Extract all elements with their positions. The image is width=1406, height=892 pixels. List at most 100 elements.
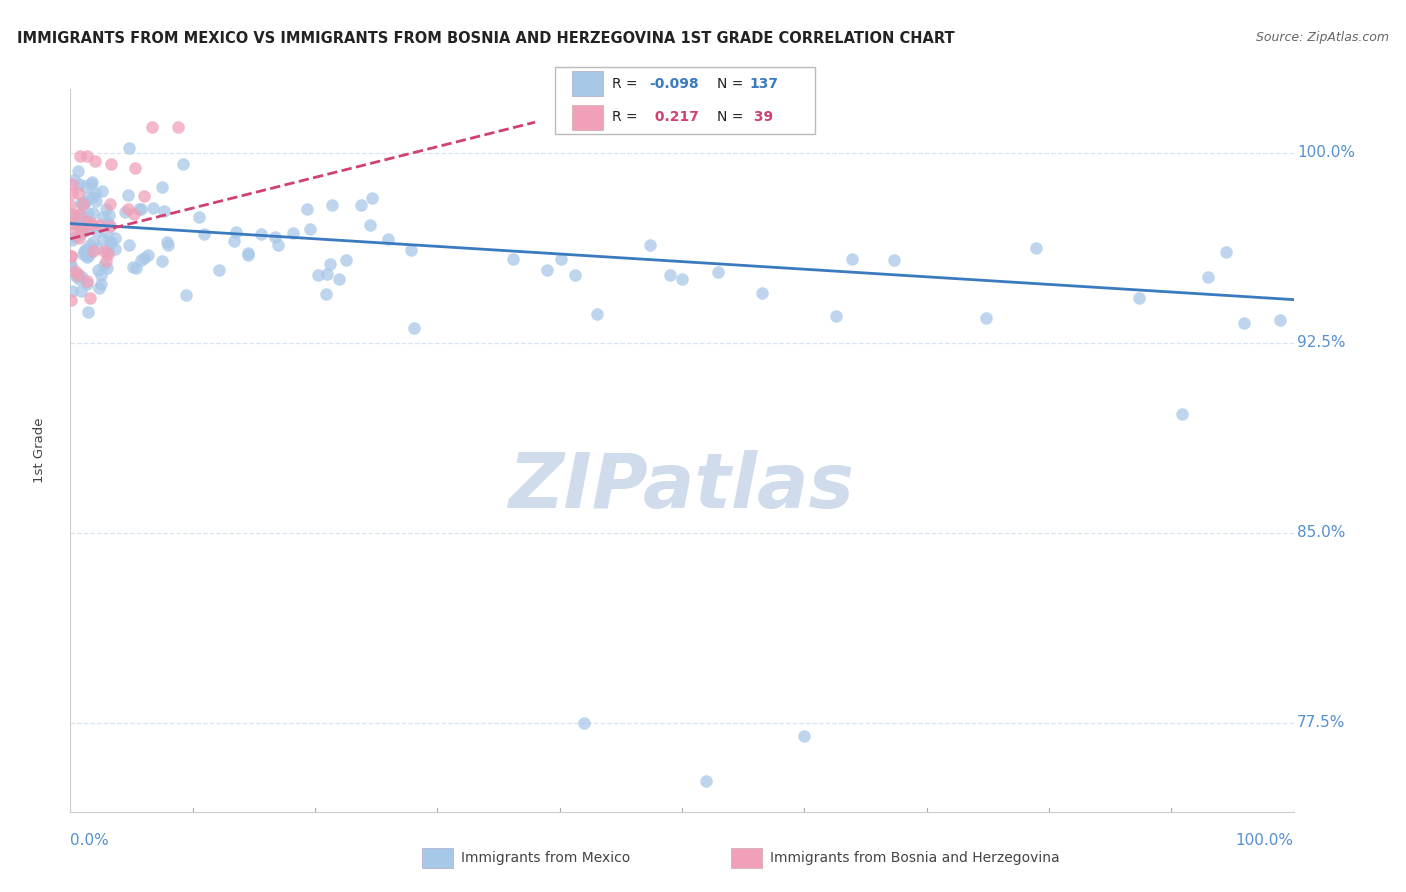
Point <box>98 196 121 211</box>
Point <box>188 210 211 224</box>
Point <box>359 218 381 232</box>
Point <box>82 190 104 204</box>
Point <box>638 238 661 252</box>
Text: 92.5%: 92.5% <box>1298 335 1346 351</box>
Point <box>249 227 271 242</box>
Text: 39: 39 <box>749 110 773 124</box>
Point <box>360 191 382 205</box>
Point <box>73 220 96 235</box>
Point <box>69 149 91 163</box>
Point <box>586 307 609 321</box>
Point <box>236 246 259 260</box>
Point <box>67 177 90 191</box>
Text: 137: 137 <box>749 77 779 91</box>
Point <box>90 277 112 291</box>
Point <box>658 268 681 282</box>
Point <box>224 235 246 249</box>
Point <box>70 209 93 223</box>
Point <box>59 293 82 308</box>
Text: R =: R = <box>612 110 641 124</box>
Point <box>75 195 97 210</box>
Point <box>77 305 100 319</box>
Point <box>59 258 82 272</box>
Point <box>63 223 86 237</box>
Point <box>76 274 98 288</box>
Point <box>267 237 290 252</box>
Text: -0.098: -0.098 <box>650 77 699 91</box>
Point <box>76 219 98 234</box>
Point <box>377 232 399 246</box>
Point <box>167 120 190 135</box>
Point <box>65 264 87 278</box>
Point <box>225 225 247 239</box>
Point <box>281 226 304 240</box>
Point <box>67 219 90 234</box>
Point <box>91 232 114 246</box>
Point <box>79 238 101 252</box>
Point <box>87 263 110 277</box>
Point <box>73 224 96 238</box>
Point <box>150 254 173 268</box>
Point <box>97 246 120 260</box>
Point <box>62 207 84 221</box>
Point <box>208 262 231 277</box>
Point <box>79 218 101 232</box>
Point <box>59 249 82 263</box>
Point <box>536 263 558 277</box>
Text: R =: R = <box>612 77 641 91</box>
Point <box>307 268 329 282</box>
Point <box>67 267 90 281</box>
Point <box>73 244 96 258</box>
Point <box>83 153 105 168</box>
Point <box>67 207 90 221</box>
Point <box>193 227 215 242</box>
Point <box>328 272 350 286</box>
Point <box>152 203 174 218</box>
Text: 100.0%: 100.0% <box>1236 833 1294 848</box>
Point <box>264 230 287 244</box>
Point <box>502 252 524 266</box>
Point <box>67 186 90 201</box>
Point <box>104 242 127 256</box>
Point <box>84 186 107 200</box>
Point <box>59 197 82 211</box>
Point <box>298 222 321 236</box>
Point <box>118 141 141 155</box>
Point <box>695 774 717 789</box>
Text: 77.5%: 77.5% <box>1298 715 1346 731</box>
Point <box>564 268 586 282</box>
Point <box>132 251 155 265</box>
Point <box>335 253 357 268</box>
Point <box>98 219 121 233</box>
Point <box>59 249 82 263</box>
Point <box>114 205 136 219</box>
Point <box>350 198 373 212</box>
Point <box>117 187 139 202</box>
Point <box>60 177 83 191</box>
Point <box>60 284 83 298</box>
Point <box>152 180 174 194</box>
Text: ZIPatlas: ZIPatlas <box>509 450 855 524</box>
Point <box>67 268 90 282</box>
Point <box>974 311 997 326</box>
Point <box>707 265 730 279</box>
Point <box>60 233 83 247</box>
Point <box>77 248 100 262</box>
Point <box>572 716 595 731</box>
Point <box>96 253 118 268</box>
Point <box>98 235 121 250</box>
Point <box>70 270 93 285</box>
Text: N =: N = <box>717 77 748 91</box>
Point <box>96 226 118 240</box>
Point <box>132 189 155 203</box>
Text: N =: N = <box>717 110 748 124</box>
Point <box>72 246 94 260</box>
Point <box>399 244 422 258</box>
Text: Source: ZipAtlas.com: Source: ZipAtlas.com <box>1256 31 1389 45</box>
Point <box>93 244 115 258</box>
Point <box>142 201 165 215</box>
Point <box>63 230 86 244</box>
Point <box>825 309 848 323</box>
Point <box>76 246 98 260</box>
Point <box>883 253 905 268</box>
